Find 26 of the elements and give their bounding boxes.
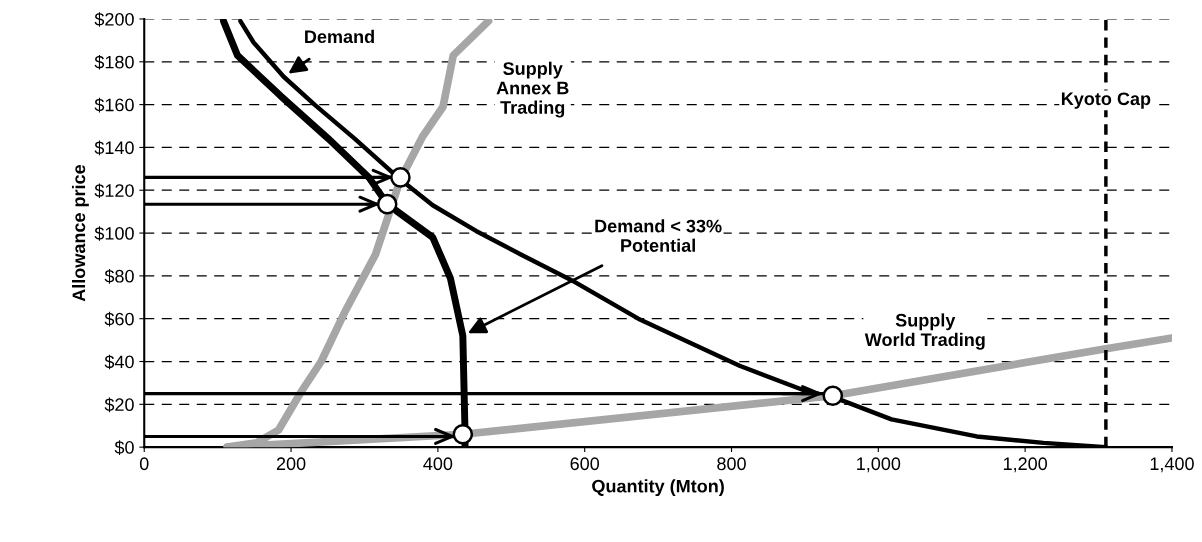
x-tick-label: 1,000 — [857, 457, 901, 473]
y-tick-label: $80 — [104, 269, 134, 284]
y-tick-label: $140 — [94, 140, 134, 156]
y-tick-label: $160 — [94, 97, 134, 113]
y-axis-title: Allowance price — [71, 164, 89, 302]
x-tick-label: 1,400 — [1150, 457, 1194, 473]
x-axis-title: Quantity (Mton) — [592, 479, 724, 497]
y-tick-label: $180 — [94, 54, 134, 70]
series-label: Supply Annex B Trading — [496, 61, 569, 118]
y-tick-label: $100 — [94, 226, 134, 241]
x-tick-label: 200 — [276, 457, 306, 471]
ref-line-label: Kyoto Cap — [1061, 92, 1151, 109]
x-tick-label: 400 — [423, 457, 453, 471]
y-tick-label: $60 — [104, 311, 134, 327]
text: Demand — [305, 29, 374, 44]
y-tick-label: $0 — [114, 440, 134, 455]
series-label: Supply World Trading — [864, 313, 985, 350]
x-tick-label: 600 — [570, 457, 600, 471]
x-tick-label: 0 — [139, 457, 149, 471]
text: Demand < 33% Potential — [595, 219, 722, 252]
y-tick-label: $40 — [104, 354, 134, 370]
y-tick-label: $20 — [104, 397, 134, 413]
x-tick-label: 800 — [717, 457, 746, 471]
y-tick-label: $200 — [94, 12, 134, 27]
y-tick-label: $120 — [94, 183, 134, 199]
x-tick-label: 1,200 — [1003, 457, 1048, 473]
